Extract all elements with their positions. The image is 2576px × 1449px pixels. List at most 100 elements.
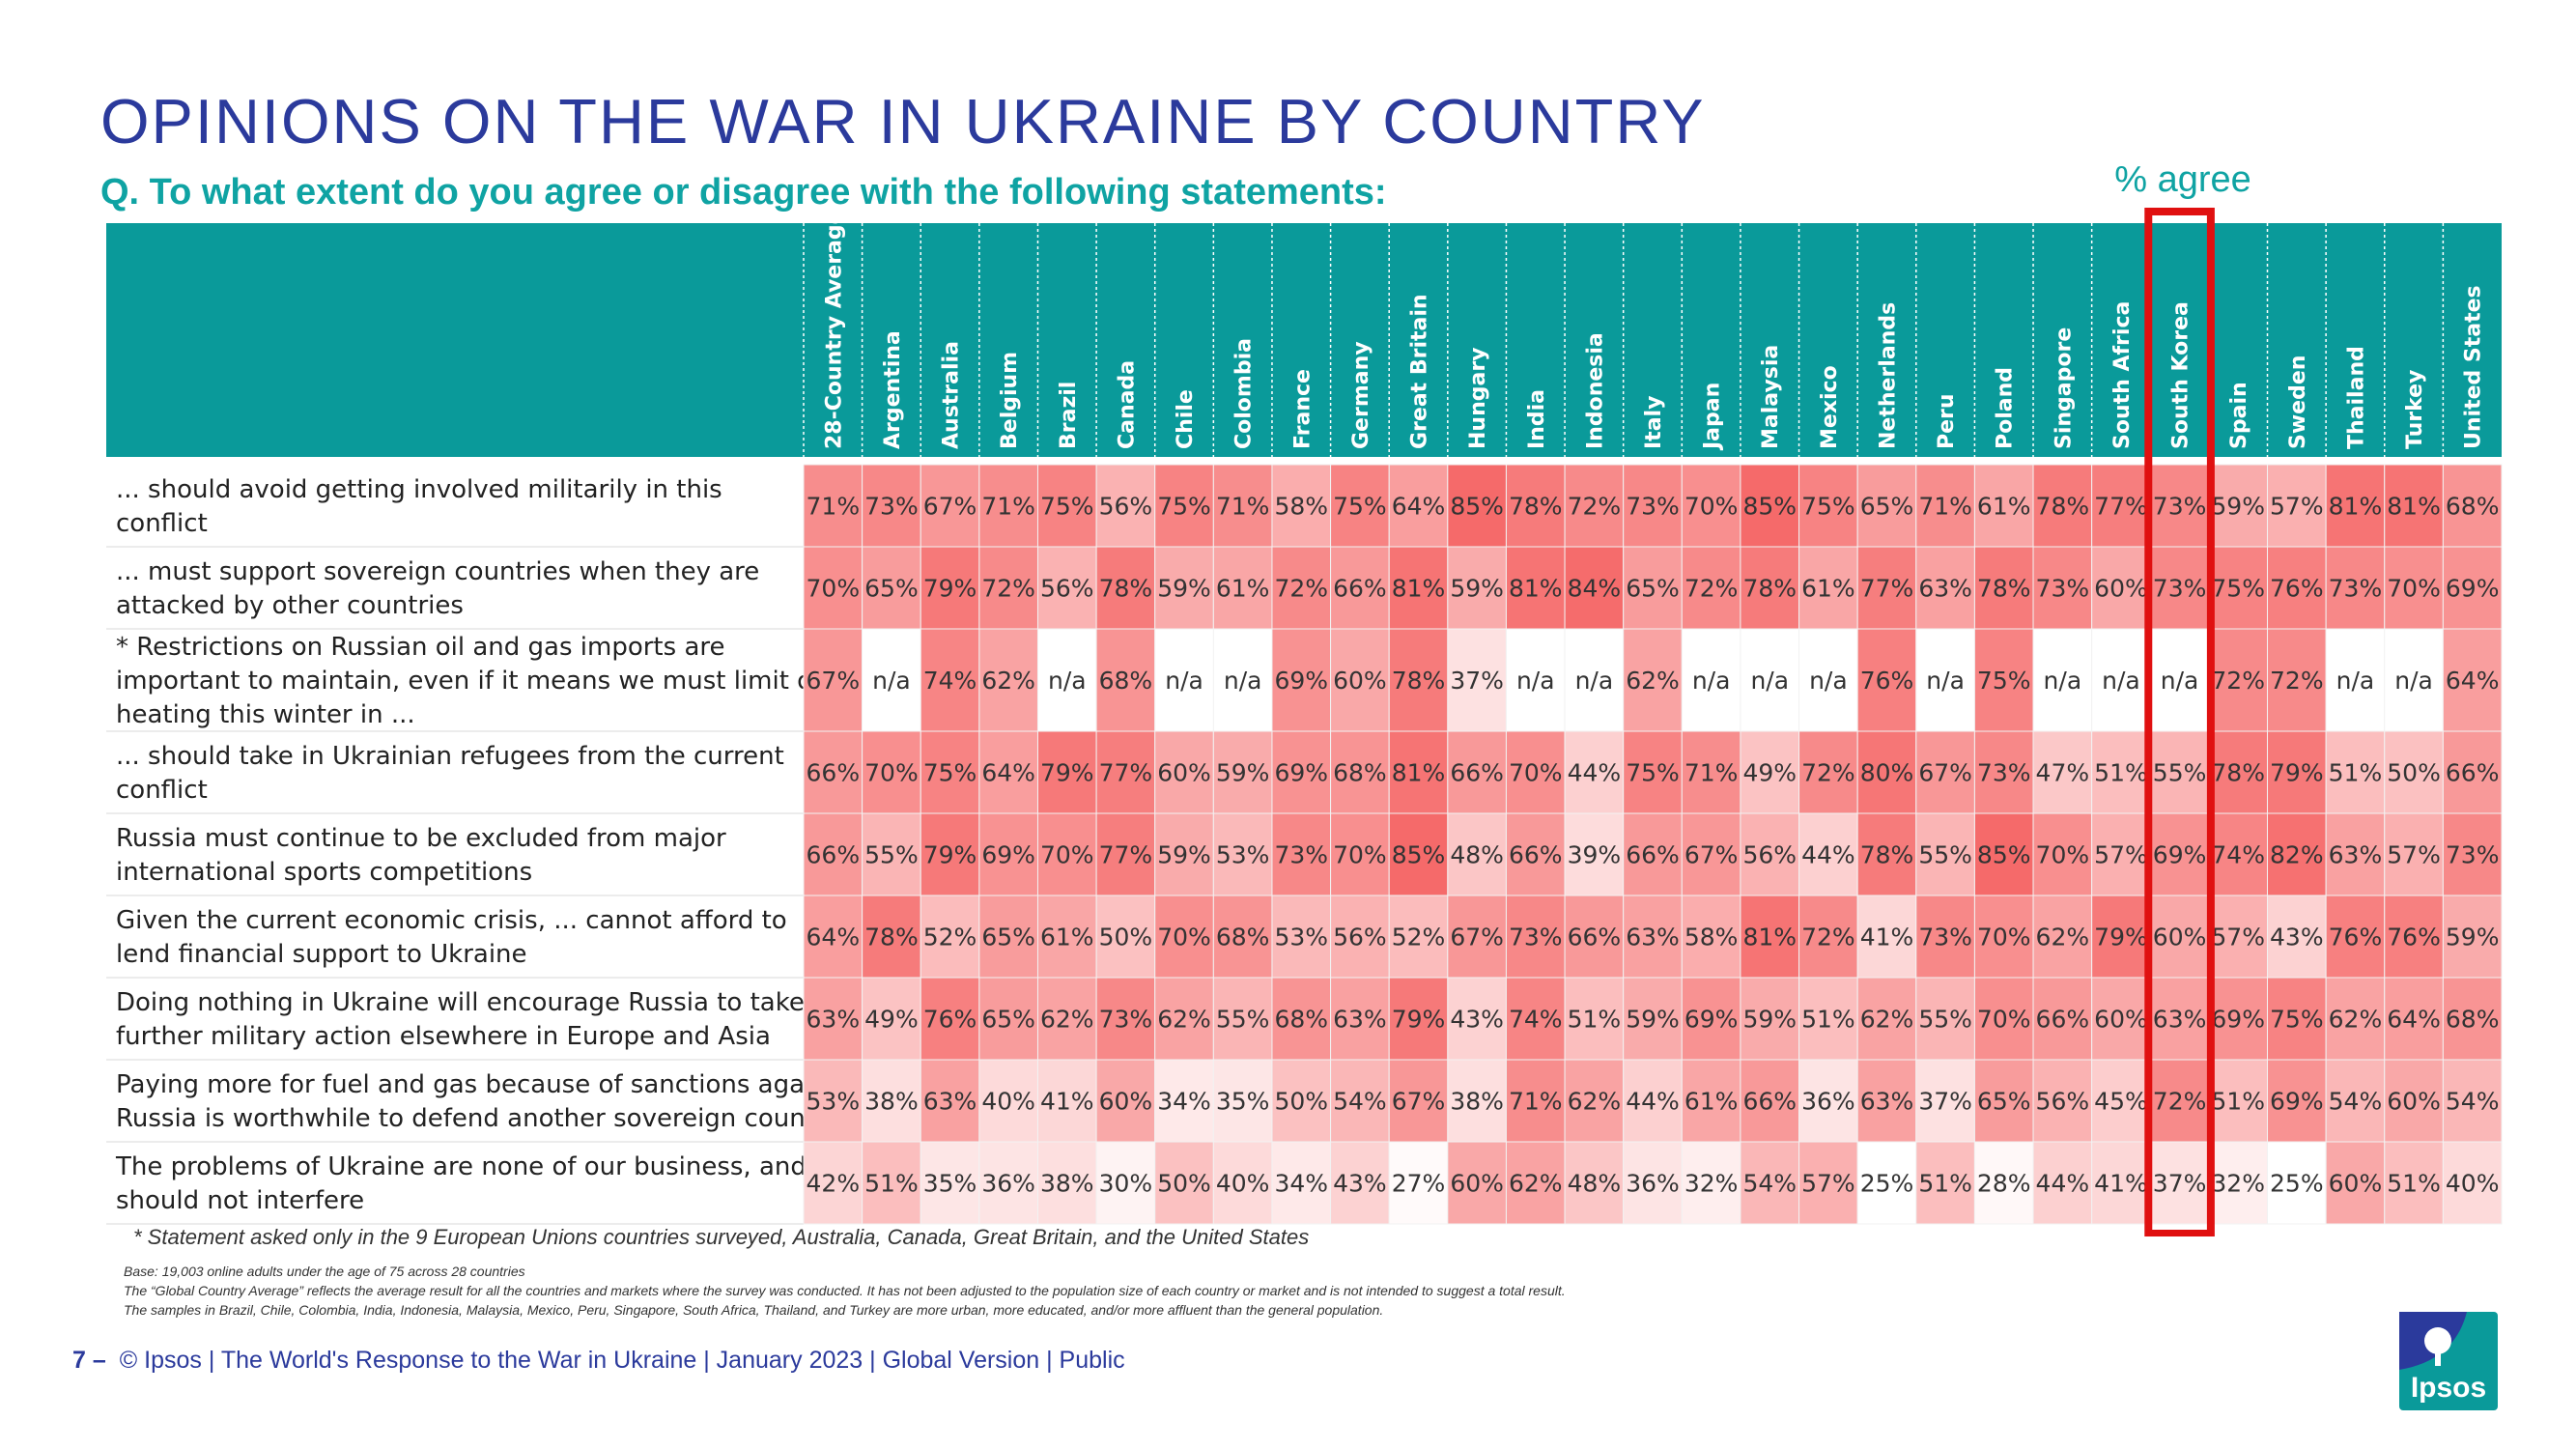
heat-cell xyxy=(1740,1059,1800,1143)
heat-cell xyxy=(1973,1141,2034,1225)
heat-cell xyxy=(1623,977,1683,1061)
cell-value: 51% xyxy=(1568,1006,1622,1034)
cell-value: 36% xyxy=(1801,1088,1855,1116)
column-header: France xyxy=(1290,369,1315,449)
heat-cell xyxy=(2208,895,2269,979)
heat-cell xyxy=(1564,546,1625,630)
column-header: Italy xyxy=(1642,396,1666,449)
cell-value: 66% xyxy=(1450,759,1504,787)
cell-value: 55% xyxy=(2153,759,2207,787)
heat-cell xyxy=(803,546,863,630)
heat-cell xyxy=(978,1141,1038,1225)
cell-value: 59% xyxy=(2211,493,2265,521)
heat-cell xyxy=(1798,1059,1858,1143)
row-statement: conflict xyxy=(116,776,208,805)
heat-cell xyxy=(1095,895,1156,979)
cell-value: 37% xyxy=(1450,667,1504,695)
heat-cell xyxy=(1856,546,1917,630)
cell-value: 64% xyxy=(1392,493,1446,521)
heat-cell xyxy=(803,895,863,979)
heat-cell xyxy=(2091,730,2151,814)
heat-cell xyxy=(1740,1141,1800,1225)
row-statement: Paying more for fuel and gas because of … xyxy=(116,1070,851,1099)
cell-value: 36% xyxy=(1626,1170,1680,1198)
heat-cell xyxy=(2325,464,2386,548)
row-statement: further military action elsewhere in Eur… xyxy=(116,1022,771,1051)
heat-cell xyxy=(2208,730,2269,814)
heat-cell xyxy=(1271,895,1332,979)
column-header: Germany xyxy=(1349,341,1373,449)
column-header: Brazil xyxy=(1057,382,1081,449)
heat-cell xyxy=(1973,895,2034,979)
heat-cell xyxy=(1856,464,1917,548)
cell-value: 72% xyxy=(1274,575,1328,603)
cell-value: 41% xyxy=(2094,1170,2148,1198)
heat-cell xyxy=(920,1141,980,1225)
heat-cell xyxy=(1154,977,1214,1061)
heat-cell xyxy=(1856,895,1917,979)
heat-cell xyxy=(2208,1059,2269,1143)
heat-cell xyxy=(1798,977,1858,1061)
cell-value: 51% xyxy=(1801,1006,1855,1034)
cell-value: 66% xyxy=(1509,841,1563,869)
cell-value: 69% xyxy=(2153,841,2207,869)
cell-value: 67% xyxy=(1392,1088,1446,1116)
heat-cell xyxy=(1036,977,1097,1061)
cell-value: 50% xyxy=(1099,923,1153,952)
cell-value: 58% xyxy=(1274,493,1328,521)
column-header: Spain xyxy=(2227,382,2251,449)
cell-value: 53% xyxy=(1216,841,1270,869)
heat-cell xyxy=(1212,464,1273,548)
cell-value: 50% xyxy=(2387,759,2441,787)
cell-value: 63% xyxy=(923,1088,977,1116)
cell-value: 72% xyxy=(1568,493,1622,521)
cell-value: 63% xyxy=(1333,1006,1387,1034)
column-header: Chile xyxy=(1174,389,1198,449)
heat-cell xyxy=(1623,1141,1683,1225)
cell-value: 58% xyxy=(1684,923,1739,952)
cell-value: 69% xyxy=(2270,1088,2324,1116)
cell-value: 81% xyxy=(1509,575,1563,603)
cell-value: 68% xyxy=(1333,759,1387,787)
cell-value: 38% xyxy=(864,1088,919,1116)
cell-value: 72% xyxy=(2153,1088,2207,1116)
heat-cell xyxy=(2442,1059,2503,1143)
cell-value: 67% xyxy=(807,667,861,695)
cell-value: 70% xyxy=(2387,575,2441,603)
cell-value: 73% xyxy=(2036,575,2090,603)
heat-cell xyxy=(1740,546,1800,630)
cell-value: 54% xyxy=(2329,1088,2383,1116)
cell-value: 80% xyxy=(1860,759,1914,787)
cell-value: 57% xyxy=(2270,493,2324,521)
heat-cell xyxy=(2208,1141,2269,1225)
cell-value: 48% xyxy=(1568,1170,1622,1198)
cell-value: 73% xyxy=(1626,493,1680,521)
cell-value: 56% xyxy=(2036,1088,2090,1116)
heat-cell xyxy=(2267,464,2327,548)
heat-cell xyxy=(1330,812,1390,896)
cell-value: 51% xyxy=(864,1170,919,1198)
column-header: Singapore xyxy=(2052,327,2076,449)
cell-value: 76% xyxy=(923,1006,977,1034)
row-statement: important to maintain, even if it means … xyxy=(116,667,839,696)
column-header: Hungary xyxy=(1466,347,1490,449)
cell-value: 73% xyxy=(2153,493,2207,521)
cell-value: 51% xyxy=(2094,759,2148,787)
cell-value: 76% xyxy=(2387,923,2441,952)
heat-cell xyxy=(1915,464,1975,548)
cell-value: 63% xyxy=(1626,923,1680,952)
cell-value: 62% xyxy=(1157,1006,1211,1034)
cell-value: 63% xyxy=(807,1006,861,1034)
cell-value: 61% xyxy=(1977,493,2031,521)
cell-value: 43% xyxy=(1333,1170,1387,1198)
column-header: Poland xyxy=(1994,367,2018,449)
cell-value: 70% xyxy=(1157,923,1211,952)
heat-cell xyxy=(2442,730,2503,814)
cell-value: 85% xyxy=(1977,841,2031,869)
heat-cell xyxy=(1271,1059,1332,1143)
cell-value: 84% xyxy=(1568,575,1622,603)
cell-value: 65% xyxy=(1626,575,1680,603)
cell-value: 75% xyxy=(1801,493,1855,521)
heat-cell xyxy=(1095,1141,1156,1225)
cell-value: 71% xyxy=(981,493,1035,521)
